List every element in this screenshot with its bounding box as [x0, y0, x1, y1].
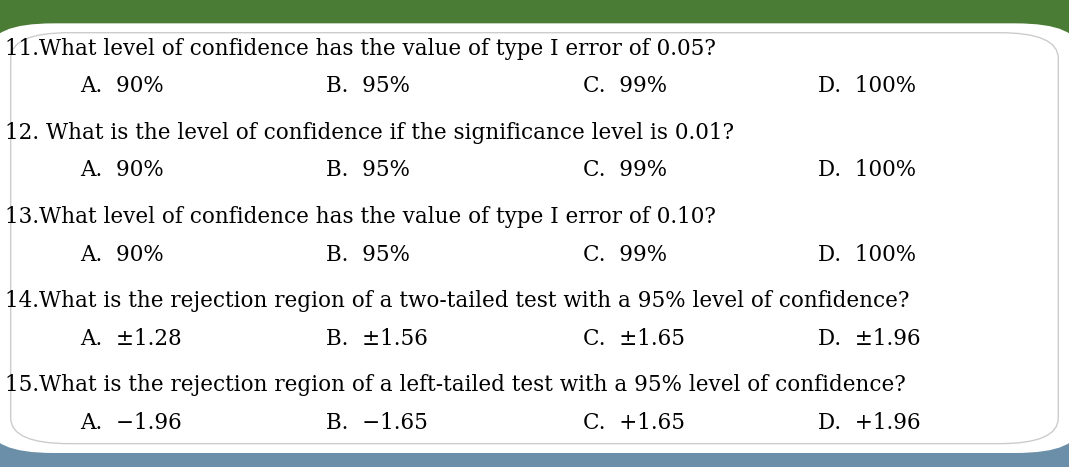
Text: A.  90%: A. 90% — [80, 243, 164, 266]
Text: D.  100%: D. 100% — [818, 243, 916, 266]
Text: B.  95%: B. 95% — [326, 159, 410, 182]
Text: B.  95%: B. 95% — [326, 75, 410, 98]
Text: D.  100%: D. 100% — [818, 159, 916, 182]
Bar — [0, 411, 1069, 467]
Text: 12. What is the level of confidence if the significance level is 0.01?: 12. What is the level of confidence if t… — [5, 122, 734, 144]
Text: D.  ±1.96: D. ±1.96 — [818, 327, 920, 350]
Text: B.  ±1.56: B. ±1.56 — [326, 327, 428, 350]
Text: C.  99%: C. 99% — [583, 75, 667, 98]
Text: D.  100%: D. 100% — [818, 75, 916, 98]
Text: A.  90%: A. 90% — [80, 75, 164, 98]
Bar — [0, 0, 1069, 84]
Text: C.  99%: C. 99% — [583, 159, 667, 182]
Text: C.  +1.65: C. +1.65 — [583, 411, 684, 434]
Text: C.  ±1.65: C. ±1.65 — [583, 327, 684, 350]
Text: 15.What is the rejection region of a left-tailed test with a 95% level of confid: 15.What is the rejection region of a lef… — [5, 374, 907, 396]
Text: B.  95%: B. 95% — [326, 243, 410, 266]
Text: 13.What level of confidence has the value of type I error of 0.10?: 13.What level of confidence has the valu… — [5, 206, 716, 228]
Text: C.  99%: C. 99% — [583, 243, 667, 266]
Text: A.  −1.96: A. −1.96 — [80, 411, 182, 434]
Text: 14.What is the rejection region of a two-tailed test with a 95% level of confide: 14.What is the rejection region of a two… — [5, 290, 910, 312]
Text: B.  −1.65: B. −1.65 — [326, 411, 428, 434]
Text: A.  ±1.28: A. ±1.28 — [80, 327, 182, 350]
Text: A.  90%: A. 90% — [80, 159, 164, 182]
Text: 11.What level of confidence has the value of type I error of 0.05?: 11.What level of confidence has the valu… — [5, 38, 716, 60]
FancyBboxPatch shape — [0, 23, 1069, 453]
Text: D.  +1.96: D. +1.96 — [818, 411, 920, 434]
